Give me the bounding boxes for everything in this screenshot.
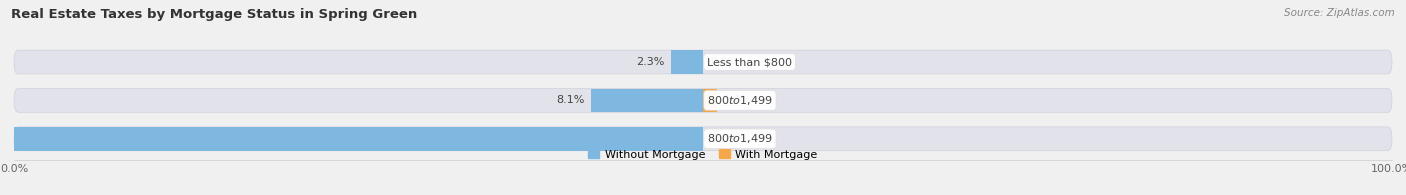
FancyBboxPatch shape — [14, 50, 1392, 74]
Bar — [0, 127, 703, 151]
Bar — [592, 89, 703, 112]
Text: Real Estate Taxes by Mortgage Status in Spring Green: Real Estate Taxes by Mortgage Status in … — [11, 8, 418, 21]
Bar — [703, 89, 717, 112]
Legend: Without Mortgage, With Mortgage: Without Mortgage, With Mortgage — [583, 145, 823, 164]
Text: 0.0%: 0.0% — [710, 57, 738, 67]
Text: $800 to $1,499: $800 to $1,499 — [707, 132, 773, 145]
Text: Less than $800: Less than $800 — [707, 57, 792, 67]
Text: $800 to $1,499: $800 to $1,499 — [707, 94, 773, 107]
Text: 8.1%: 8.1% — [557, 95, 585, 105]
Bar — [671, 50, 703, 74]
Text: 0.0%: 0.0% — [710, 134, 738, 144]
Text: 1.0%: 1.0% — [724, 95, 752, 105]
Text: Source: ZipAtlas.com: Source: ZipAtlas.com — [1284, 8, 1395, 18]
FancyBboxPatch shape — [14, 127, 1392, 151]
Text: 2.3%: 2.3% — [636, 57, 665, 67]
FancyBboxPatch shape — [14, 89, 1392, 112]
